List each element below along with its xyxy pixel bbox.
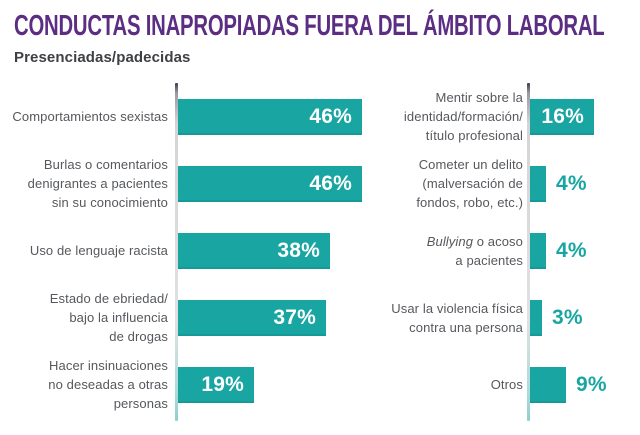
bar-chart-right-column: Mentir sobre la identidad/formación/ tít… [346,83,640,421]
value-label: 9% [576,372,607,396]
bar [530,366,566,403]
bar-zone: 46% [178,98,384,135]
category-label-line: personas [113,396,168,411]
bar-zone: 4% [530,232,640,269]
bar-zone: 37% [178,299,384,336]
bar [530,299,542,336]
value-label: 46% [309,104,352,128]
category-label-line: Cometer un delito [418,157,523,172]
bar: 46% [178,165,362,202]
category-label-line: Comportamientos sexistas [12,109,168,124]
bar-zone: 46% [178,165,384,202]
value-label: 4% [556,238,587,262]
bar: 38% [178,232,330,269]
bar-row-otros: Otros 9% [346,351,640,418]
bar-row-burlas-comentarios: Burlas o comentarios denigrantes a pacie… [0,150,384,217]
category-label-line: sin su conocimiento [51,195,168,210]
category-label-line: fondos, robo, etc.) [416,195,523,210]
category-label-line: de drogas [109,329,168,344]
category-label-line-rest: o acoso [473,233,523,249]
category-label: Cometer un delito (malversación de fondo… [346,155,530,212]
category-label-line: Hacer insinuaciones [49,358,168,373]
chart-subtitle: Presenciadas/padecidas [14,49,191,66]
value-label: 19% [201,372,244,396]
category-label: Bullying o acoso a pacientes [346,232,530,270]
category-label-line: Burlas o comentarios [43,157,168,172]
category-label: Usar la violencia física contra una pers… [346,299,530,337]
bar-zone: 3% [530,299,640,336]
value-label: 3% [552,305,583,329]
bar-row-comportamientos-sexistas: Comportamientos sexistas 46% [0,83,384,150]
category-label-line: (malversación de [422,176,523,191]
category-label: Burlas o comentarios denigrantes a pacie… [0,155,178,212]
bar-zone: 9% [530,366,640,403]
category-label-line: contra una persona [409,319,523,335]
category-label-line: a pacientes [455,252,523,268]
category-label-line: Uso de lenguaje racista [29,243,168,258]
bar: 37% [178,299,326,336]
category-label: Estado de ebriedad/ bajo la influencia d… [0,289,178,346]
chart-title: CONDUCTAS INAPROPIADAS FUERA DEL ÁMBITO … [14,10,605,42]
value-label: 4% [556,171,587,195]
value-label: 38% [277,238,320,262]
category-label: Hacer insinuaciones no deseadas a otras … [0,356,178,413]
bar-row-lenguaje-racista: Uso de lenguaje racista 38% [0,217,384,284]
category-label-line: no deseadas a otras [48,377,168,392]
bar-row-bullying-acoso: Bullying o acoso a pacientes 4% [346,217,640,284]
bar-zone: 16% [530,98,640,135]
category-label-line: identidad/formación/ [403,109,523,124]
bar-row-insinuaciones: Hacer insinuaciones no deseadas a otras … [0,351,384,418]
italic-word: Bullying [426,233,474,249]
category-label: Mentir sobre la identidad/formación/ tít… [346,88,530,145]
category-label-line: Otros [490,377,523,392]
bar-row-mentir-identidad: Mentir sobre la identidad/formación/ tít… [346,83,640,150]
value-label: 37% [273,305,316,329]
bar: 46% [178,98,362,135]
category-label-line: Usar la violencia física [391,300,523,316]
category-label: Uso de lenguaje racista [0,241,178,260]
bar-zone: 38% [178,232,384,269]
category-label-line: denigrantes a pacientes [27,176,168,191]
category-label-line: título profesional [425,128,523,143]
bar-row-cometer-delito: Cometer un delito (malversación de fondo… [346,150,640,217]
right-axis-line [527,83,530,421]
left-axis-line [175,83,178,421]
bar-zone: 4% [530,165,640,202]
category-label: Otros [346,375,530,394]
bar-row-violencia-fisica: Usar la violencia física contra una pers… [346,284,640,351]
bar-row-ebriedad-drogas: Estado de ebriedad/ bajo la influencia d… [0,284,384,351]
bar [530,232,546,269]
category-label-line: Estado de ebriedad/ [49,291,168,306]
bar: 16% [530,98,594,135]
category-label: Comportamientos sexistas [0,107,178,126]
bar [530,165,546,202]
bar-zone: 19% [178,366,384,403]
bar-chart-left-column: Comportamientos sexistas 46% Burlas o co… [0,83,384,421]
category-label-line: bajo la influencia [69,310,168,325]
value-label: 16% [541,104,584,128]
bar: 19% [178,366,254,403]
value-label: 46% [309,171,352,195]
category-label-line: Mentir sobre la [435,90,523,105]
category-label-line: Bullying o acoso [346,232,523,251]
